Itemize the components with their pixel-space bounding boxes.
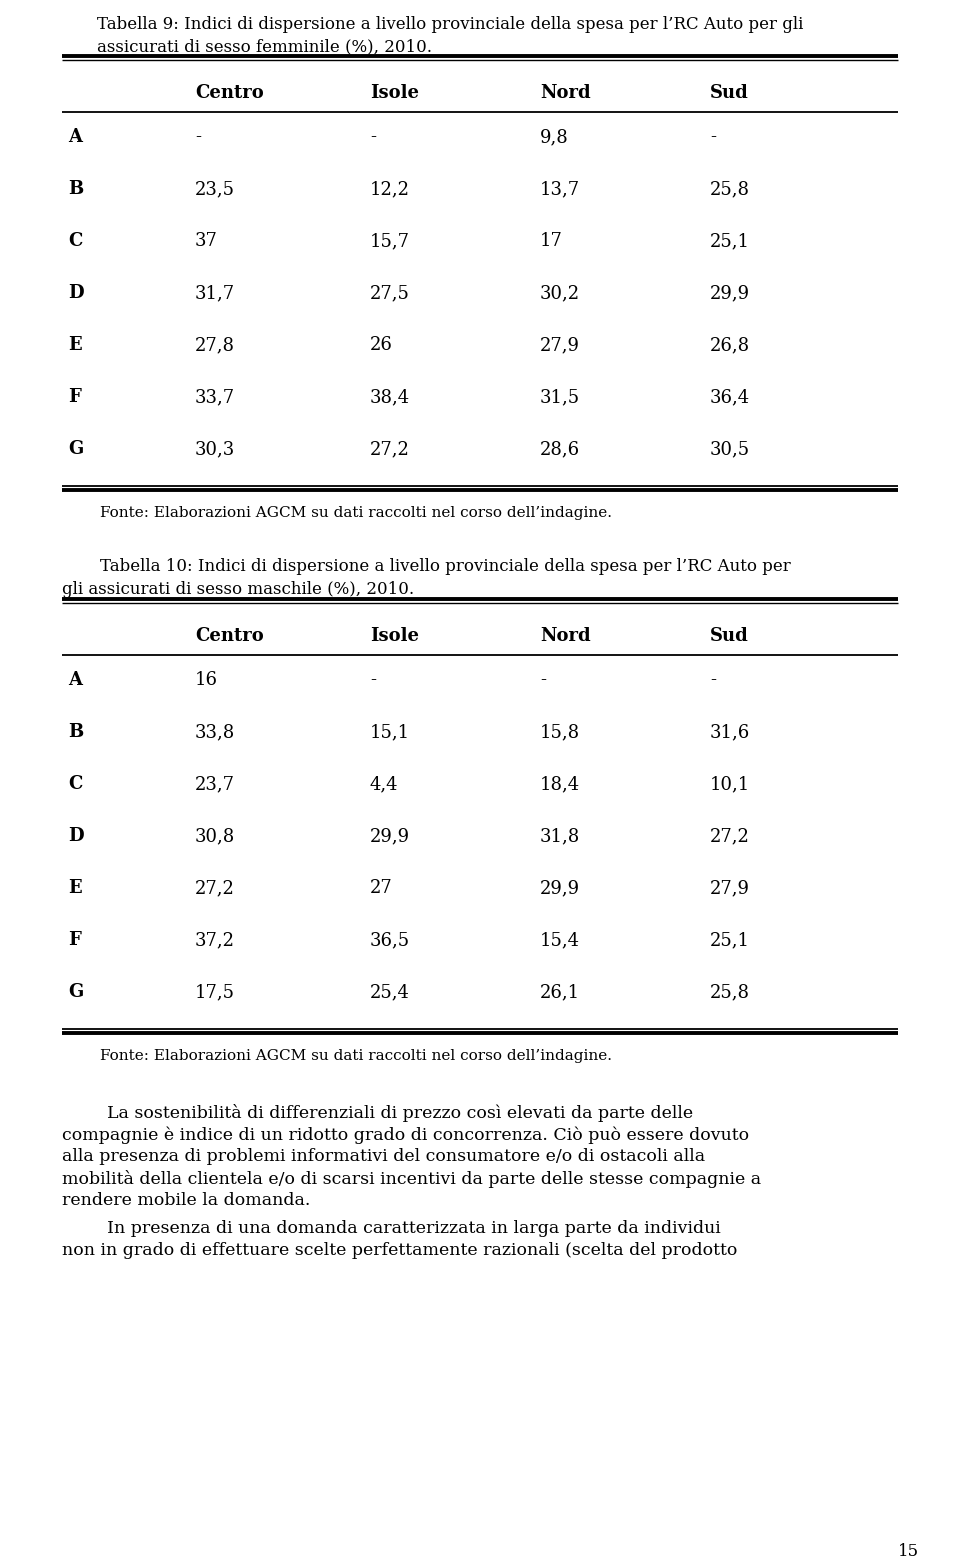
Text: 15,4: 15,4: [540, 932, 580, 949]
Text: rendere mobile la domanda.: rendere mobile la domanda.: [62, 1193, 310, 1210]
Text: A: A: [68, 128, 82, 145]
Text: Fonte: Elaborazioni AGCM su dati raccolti nel corso dell’indagine.: Fonte: Elaborazioni AGCM su dati raccolt…: [100, 1049, 612, 1063]
Text: Tabella 9: Indici di dispersione a livello provinciale della spesa per l’RC Auto: Tabella 9: Indici di dispersione a livel…: [97, 16, 804, 33]
Text: 23,5: 23,5: [195, 180, 235, 199]
Text: -: -: [540, 671, 546, 689]
Text: 12,2: 12,2: [370, 180, 410, 199]
Text: -: -: [710, 671, 716, 689]
Text: gli assicurati di sesso maschile (%), 2010.: gli assicurati di sesso maschile (%), 20…: [62, 581, 414, 599]
Text: 36,4: 36,4: [710, 388, 750, 406]
Text: 30,5: 30,5: [710, 441, 750, 458]
Text: -: -: [370, 128, 376, 145]
Text: Nord: Nord: [540, 84, 590, 102]
Text: -: -: [195, 128, 201, 145]
Text: 37: 37: [195, 231, 218, 250]
Text: 30,2: 30,2: [540, 284, 580, 302]
Text: Tabella 10: Indici di dispersione a livello provinciale della spesa per l’RC Aut: Tabella 10: Indici di dispersione a live…: [100, 558, 791, 575]
Text: 17: 17: [540, 231, 563, 250]
Text: 29,9: 29,9: [710, 284, 750, 302]
Text: B: B: [68, 724, 84, 741]
Text: 28,6: 28,6: [540, 441, 580, 458]
Text: C: C: [68, 775, 83, 792]
Text: Sud: Sud: [710, 84, 749, 102]
Text: 31,6: 31,6: [710, 724, 751, 741]
Text: 26,1: 26,1: [540, 983, 580, 1000]
Text: Fonte: Elaborazioni AGCM su dati raccolti nel corso dell’indagine.: Fonte: Elaborazioni AGCM su dati raccolt…: [100, 506, 612, 520]
Text: G: G: [68, 441, 84, 458]
Text: 27,5: 27,5: [370, 284, 410, 302]
Text: 16: 16: [195, 671, 218, 689]
Text: 30,8: 30,8: [195, 827, 235, 846]
Text: A: A: [68, 671, 82, 689]
Text: 25,4: 25,4: [370, 983, 410, 1000]
Text: Sud: Sud: [710, 627, 749, 646]
Text: 26,8: 26,8: [710, 336, 750, 353]
Text: In presenza di una domanda caratterizzata in larga parte da individui: In presenza di una domanda caratterizzat…: [107, 1221, 721, 1236]
Text: 26: 26: [370, 336, 393, 353]
Text: Centro: Centro: [195, 627, 264, 646]
Text: -: -: [370, 671, 376, 689]
Text: 27,2: 27,2: [710, 827, 750, 846]
Text: -: -: [710, 128, 716, 145]
Text: 15,7: 15,7: [370, 231, 410, 250]
Text: 36,5: 36,5: [370, 932, 410, 949]
Text: 31,8: 31,8: [540, 827, 580, 846]
Text: non in grado di effettuare scelte perfettamente razionali (scelta del prodotto: non in grado di effettuare scelte perfet…: [62, 1243, 737, 1260]
Text: mobilità della clientela e/o di scarsi incentivi da parte delle stesse compagnie: mobilità della clientela e/o di scarsi i…: [62, 1171, 761, 1188]
Text: D: D: [68, 284, 84, 302]
Text: 25,8: 25,8: [710, 180, 750, 199]
Text: E: E: [68, 336, 82, 353]
Text: 15,8: 15,8: [540, 724, 580, 741]
Text: 10,1: 10,1: [710, 775, 751, 792]
Text: 27,9: 27,9: [710, 878, 750, 897]
Text: 13,7: 13,7: [540, 180, 580, 199]
Text: 25,1: 25,1: [710, 932, 750, 949]
Text: 33,7: 33,7: [195, 388, 235, 406]
Text: 29,9: 29,9: [540, 878, 580, 897]
Text: 27,8: 27,8: [195, 336, 235, 353]
Text: 4,4: 4,4: [370, 775, 398, 792]
Text: 30,3: 30,3: [195, 441, 235, 458]
Text: compagnie è indice di un ridotto grado di concorrenza. Ciò può essere dovuto: compagnie è indice di un ridotto grado d…: [62, 1125, 749, 1144]
Text: 27,9: 27,9: [540, 336, 580, 353]
Text: 23,7: 23,7: [195, 775, 235, 792]
Text: 31,7: 31,7: [195, 284, 235, 302]
Text: 27: 27: [370, 878, 393, 897]
Text: 15: 15: [898, 1543, 919, 1560]
Text: 25,1: 25,1: [710, 231, 750, 250]
Text: G: G: [68, 983, 84, 1000]
Text: 38,4: 38,4: [370, 388, 410, 406]
Text: 33,8: 33,8: [195, 724, 235, 741]
Text: assicurati di sesso femminile (%), 2010.: assicurati di sesso femminile (%), 2010.: [97, 38, 432, 55]
Text: 18,4: 18,4: [540, 775, 580, 792]
Text: 29,9: 29,9: [370, 827, 410, 846]
Text: 37,2: 37,2: [195, 932, 235, 949]
Text: 31,5: 31,5: [540, 388, 580, 406]
Text: D: D: [68, 827, 84, 846]
Text: F: F: [68, 932, 81, 949]
Text: C: C: [68, 231, 83, 250]
Text: Isole: Isole: [370, 627, 419, 646]
Text: 25,8: 25,8: [710, 983, 750, 1000]
Text: B: B: [68, 180, 84, 199]
Text: E: E: [68, 878, 82, 897]
Text: 27,2: 27,2: [195, 878, 235, 897]
Text: 9,8: 9,8: [540, 128, 568, 145]
Text: 17,5: 17,5: [195, 983, 235, 1000]
Text: 27,2: 27,2: [370, 441, 410, 458]
Text: La sostenibilità di differenziali di prezzo così elevati da parte delle: La sostenibilità di differenziali di pre…: [107, 1103, 693, 1122]
Text: Nord: Nord: [540, 627, 590, 646]
Text: F: F: [68, 388, 81, 406]
Text: 15,1: 15,1: [370, 724, 410, 741]
Text: Isole: Isole: [370, 84, 419, 102]
Text: alla presenza di problemi informativi del consumatore e/o di ostacoli alla: alla presenza di problemi informativi de…: [62, 1147, 706, 1164]
Text: Centro: Centro: [195, 84, 264, 102]
